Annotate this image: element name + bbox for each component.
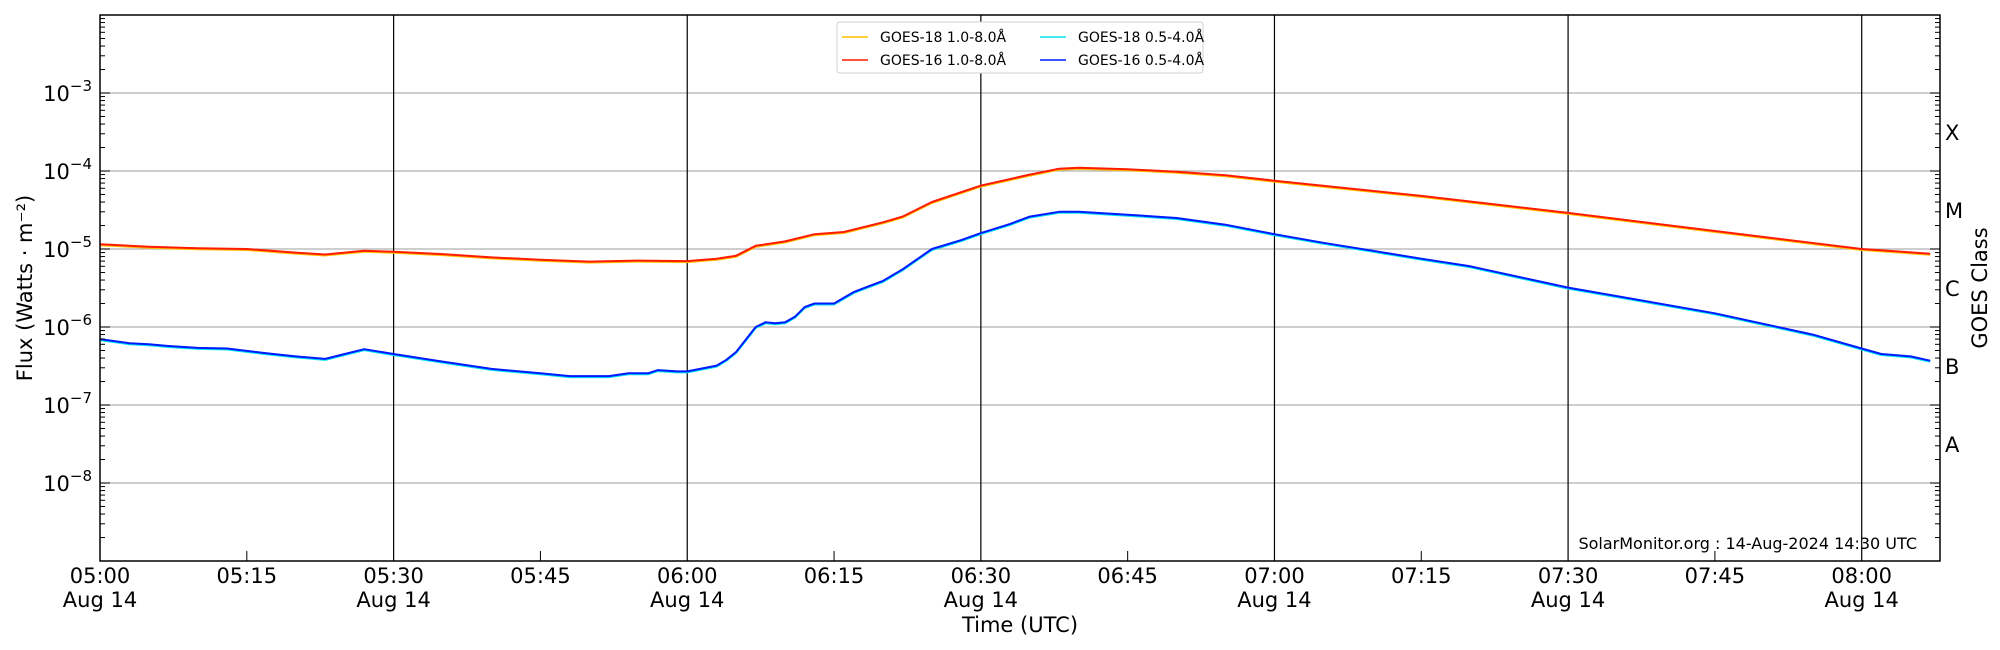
x-tick-date-label: Aug 14 [650,588,724,612]
legend: GOES-18 1.0-8.0Å GOES-16 1.0-8.0Å GOES-18 … [836,21,1204,74]
legend-label: GOES-16 0.5-4.0Å [1078,52,1204,69]
series-lines [99,166,1931,379]
x-tick-label: 07:00 [1244,564,1305,588]
x-tick-label: 07:15 [1391,564,1452,588]
x-tick-date-label: Aug 14 [63,588,137,612]
x-tick-label: 07:30 [1538,564,1599,588]
goes-class-label: C [1945,277,1960,301]
x-tick-label: 06:30 [951,564,1012,588]
legend-label: GOES-18 0.5-4.0Å [1078,29,1204,46]
y-axis-label: Flux (Watts · m⁻²) [13,195,37,381]
x-tick-label: 05:15 [217,564,278,588]
goes-class-label: X [1945,121,1959,145]
x-tick-date-label: Aug 14 [1531,588,1605,612]
x-tick-label: 08:00 [1831,564,1892,588]
goes-class-label: A [1945,433,1960,457]
legend-label: GOES-16 1.0-8.0Å [880,52,1006,69]
y-axis-right-label: GOES Class [1968,227,1992,348]
goes-class-label: M [1945,199,1963,223]
grid [100,15,1940,561]
x-tick-label: 07:45 [1685,564,1746,588]
x-tick-date-label: Aug 14 [944,588,1018,612]
y-tick-label: 10−4 [43,155,92,184]
x-tick-date-label: Aug 14 [356,588,430,612]
x-tick-label: 06:00 [657,564,718,588]
y-tick-label: 10−6 [43,311,92,340]
legend-label: GOES-18 1.0-8.0Å [880,29,1006,46]
goes-class-label: B [1945,355,1959,379]
x-axis-label: Time (UTC) [961,613,1078,637]
x-tick-label: 06:45 [1097,564,1158,588]
x-tick-date-label: Aug 14 [1824,588,1898,612]
series-line-goes-16-0-5-4-0- [99,210,1931,378]
x-tick-label: 05:45 [510,564,571,588]
legend-box [836,21,1204,74]
y-tick-label: 10−7 [43,389,92,418]
x-tick-label: 05:30 [363,564,424,588]
x-tick-date-label: Aug 14 [1237,588,1311,612]
annotation-watermark: SolarMonitor.org : 14-Aug-2024 14:30 UTC [1578,534,1917,553]
x-tick-label: 06:15 [804,564,865,588]
y-tick-label: 10−8 [43,467,92,496]
y-tick-label: 10−5 [43,233,92,262]
series-line-goes-18-0-5-4-0- [99,211,1931,379]
series-line-goes-16-1-0-8-0- [99,166,1931,263]
y-tick-label: 10−3 [43,77,92,106]
plot-frame [99,14,1941,562]
x-tick-label: 05:00 [70,564,131,588]
